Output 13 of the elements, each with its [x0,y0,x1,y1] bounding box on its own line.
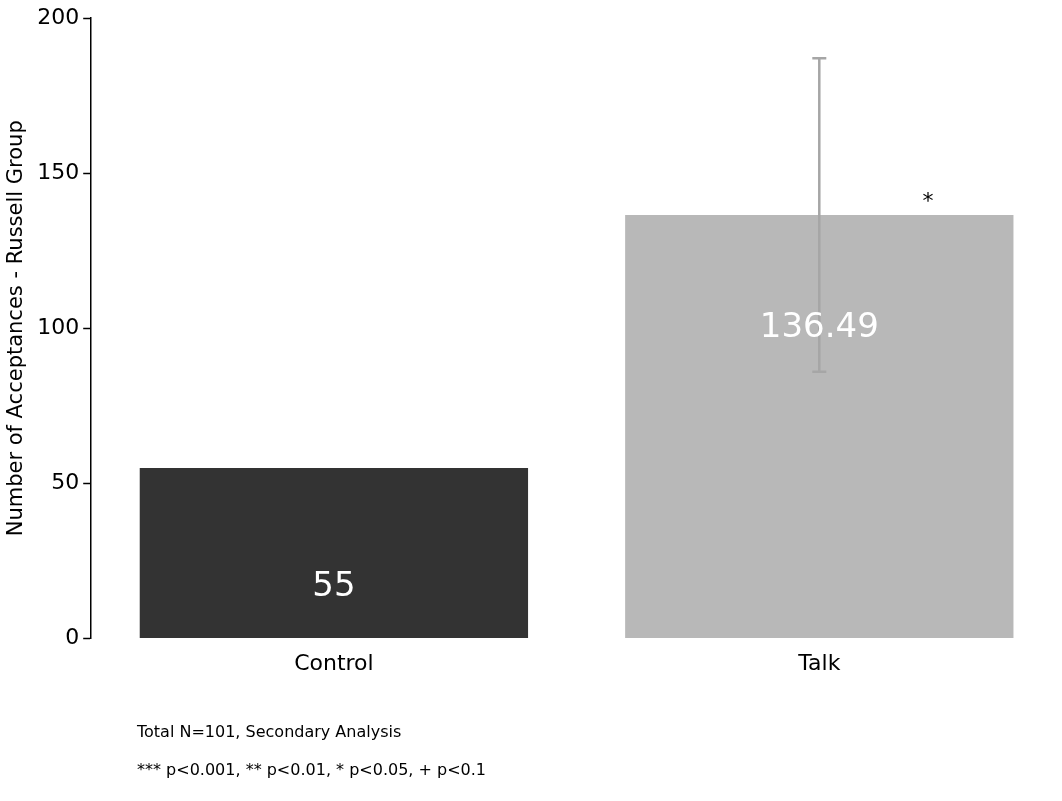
y-tick-label: 100 [37,314,80,340]
x-tick-label: Talk [797,649,841,675]
annotation: * [922,187,934,213]
y-tick-label: 200 [37,3,80,29]
y-axis-title: Number of Acceptances - Russell Group [3,120,28,537]
y-tick-label: 150 [37,158,80,184]
data-label: 136.49 [759,305,879,346]
y-tick-label: 50 [51,469,80,495]
data-label: 55 [312,564,356,605]
y-tick-label: 0 [65,624,80,650]
text: *** p<0.001, ** p<0.01, * p<0.05, + p<0.1 [137,760,487,779]
text: Total N=101, Secondary Analysis [137,722,402,741]
x-tick-label: Control [294,649,374,675]
